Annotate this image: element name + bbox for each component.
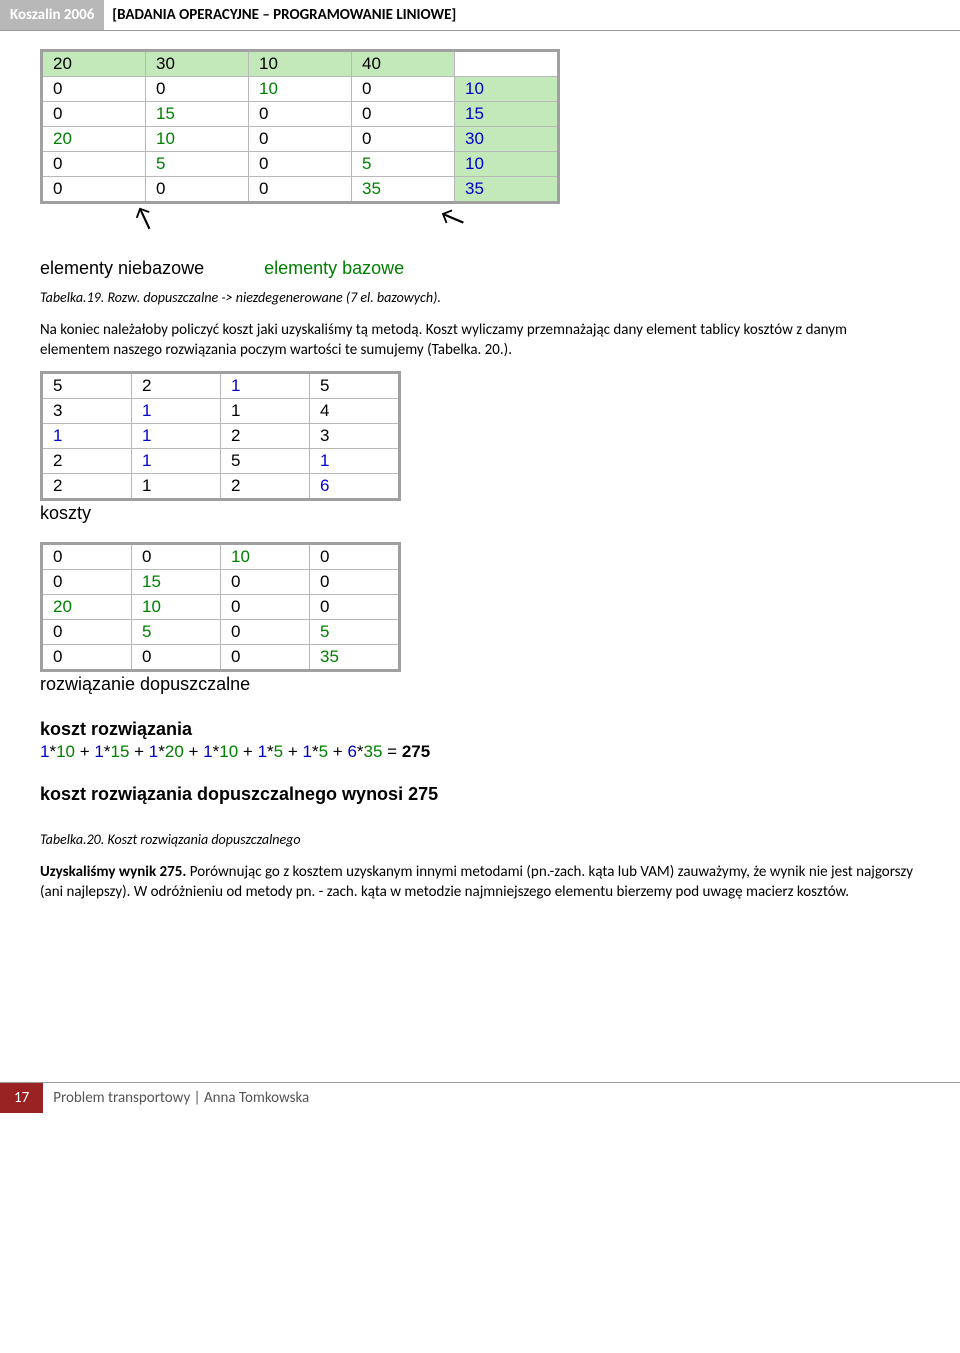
table3-cell: 10 [132,594,221,619]
table3-cell: 15 [132,569,221,594]
table1-cell: 0 [249,102,352,127]
table3-cell: 0 [310,569,400,594]
table2-cell: 5 [310,372,400,398]
table1-cell: 0 [42,77,146,102]
table3-cell: 0 [42,644,132,670]
table2-cell: 5 [221,448,310,473]
label-basic: elementy bazowe [264,258,404,279]
table1-cell: 20 [42,127,146,152]
caption-table19: Tabelka.19. Rozw. dopuszczalne -> niezde… [40,289,920,306]
table2-cell: 3 [42,398,132,423]
table3-cell: 0 [42,569,132,594]
table1-cell: 5 [146,152,249,177]
arrow-nw-icon: ↖ [128,201,161,236]
table1-labels: elementy niebazowe elementy bazowe [40,258,920,279]
table3-label: rozwiązanie dopuszczalne [40,674,920,695]
paragraph-2: Uzyskaliśmy wynik 275. Porównując go z k… [40,862,920,903]
table1-cell: 0 [249,177,352,203]
table3-cell: 0 [221,644,310,670]
table2-cell: 1 [132,448,221,473]
table2-cell: 1 [42,423,132,448]
table3-cell: 0 [42,543,132,569]
page-footer: 17 Problem transportowy | Anna Tomkowska [0,1082,960,1113]
footer-text: Problem transportowy | Anna Tomkowska [43,1083,319,1113]
table2-label: koszty [40,503,920,524]
table1-cell: 0 [146,177,249,203]
table2-cell: 2 [221,423,310,448]
table1-cell: 10 [455,77,559,102]
arrow-ne-icon: ↖ [436,200,469,235]
header-right: [BADANIA OPERACYJNE – PROGRAMOWANIE LINI… [104,0,960,30]
table3-cell: 0 [221,594,310,619]
table3-cell: 0 [310,543,400,569]
table1-cell: 0 [249,152,352,177]
table1-header-cell: 10 [249,51,352,77]
table1-cell: 0 [146,77,249,102]
table1-header-cell: 30 [146,51,249,77]
table2-cell: 1 [221,372,310,398]
paragraph-1: Na koniec należałoby policzyć koszt jaki… [40,320,920,361]
table2-koszty: 52153114112321512126 [40,371,401,501]
table1-cell: 35 [352,177,455,203]
table1-cell: 0 [42,152,146,177]
table2-cell: 1 [221,398,310,423]
table2-cell: 5 [42,372,132,398]
table3-cell: 0 [221,619,310,644]
table1-cell: 35 [455,177,559,203]
table2-cell: 1 [310,448,400,473]
table1-header-cell: 40 [352,51,455,77]
result-sentence: Uzyskaliśmy wynik 275. [40,863,186,881]
spacer-cell [455,51,559,77]
caption-table20: Tabelka.20. Koszt rozwiązania dopuszczal… [40,831,920,848]
cost-summary: koszt rozwiązania dopuszczalnego wynosi … [40,784,920,805]
table1-arrow-row: ↖ ↖ [40,204,920,258]
table2-cell: 1 [132,473,221,499]
cost-heading: koszt rozwiązania [40,719,920,740]
table1-cell: 30 [455,127,559,152]
table1-cell: 0 [42,177,146,203]
table1-header-cell: 20 [42,51,146,77]
table3-cell: 0 [221,569,310,594]
page-content: 2030104000100100150015201000300505100003… [0,49,960,902]
table1-cell: 15 [146,102,249,127]
cost-expression: 1*10 + 1*15 + 1*20 + 1*10 + 1*5 + 1*5 + … [40,742,920,762]
table1-container: 2030104000100100150015201000300505100003… [40,49,920,279]
table3-cell: 10 [221,543,310,569]
table2-cell: 4 [310,398,400,423]
table1: 2030104000100100150015201000300505100003… [40,49,560,204]
table2-cell: 2 [132,372,221,398]
table2-cell: 2 [42,448,132,473]
table3-cell: 5 [310,619,400,644]
table2-cell: 1 [132,398,221,423]
table3-cell: 0 [132,644,221,670]
table2-cell: 2 [221,473,310,499]
table1-cell: 0 [42,102,146,127]
label-nonbasic: elementy niebazowe [40,258,204,279]
table3-cell: 0 [310,594,400,619]
table1-cell: 15 [455,102,559,127]
table1-cell: 10 [455,152,559,177]
table2-cell: 6 [310,473,400,499]
table2-cell: 3 [310,423,400,448]
page-header: Koszalin 2006 [BADANIA OPERACYJNE – PROG… [0,0,960,31]
table3-cell: 0 [42,619,132,644]
header-left: Koszalin 2006 [0,0,104,30]
page-number: 17 [0,1083,43,1113]
table2-cell: 2 [42,473,132,499]
table3-cell: 20 [42,594,132,619]
table1-cell: 0 [352,77,455,102]
table1-cell: 10 [249,77,352,102]
table1-cell: 0 [352,102,455,127]
table1-cell: 10 [146,127,249,152]
table1-cell: 0 [249,127,352,152]
table3-cell: 5 [132,619,221,644]
table1-cell: 5 [352,152,455,177]
table3-rozwiazanie: 0010001500201000050500035 [40,542,401,672]
table3-cell: 0 [132,543,221,569]
table2-cell: 1 [132,423,221,448]
table1-cell: 0 [352,127,455,152]
table3-cell: 35 [310,644,400,670]
